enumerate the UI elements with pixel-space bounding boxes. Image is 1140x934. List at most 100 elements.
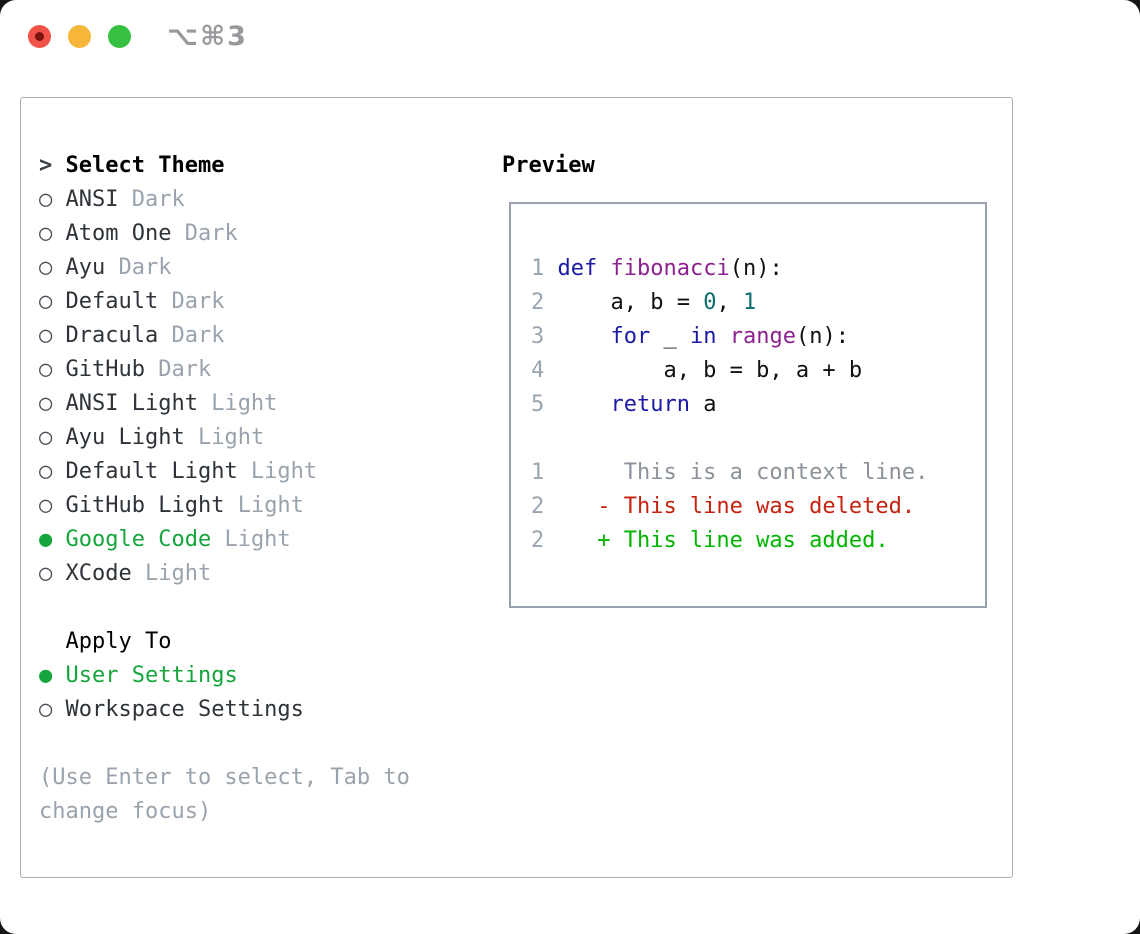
theme-option-default-light[interactable]: ○ Default Light Light [39, 455, 441, 489]
theme-name: ANSI [65, 187, 119, 212]
theme-option-ansi-light[interactable]: ○ ANSI Light Light [39, 387, 441, 421]
radio-unselected-icon: ○ [39, 289, 66, 314]
preview-line: 2 a, b = 0, 1 [531, 286, 985, 320]
code-token [597, 256, 610, 281]
theme-variant-tag: Light [184, 425, 265, 450]
apply-to-heading: Apply To [39, 629, 172, 654]
radio-unselected-icon: ○ [39, 187, 66, 212]
theme-option-ayu-light[interactable]: ○ Ayu Light Light [39, 421, 441, 455]
theme-option-github-light[interactable]: ○ GitHub Light Light [39, 489, 441, 523]
theme-variant-tag: Light [211, 527, 291, 552]
spacer [39, 727, 441, 761]
spacer [39, 591, 441, 625]
line-number: 5 [531, 392, 545, 417]
preview-line [531, 422, 985, 456]
apply-option-name: Workspace Settings [65, 697, 304, 722]
line-number: 2 [531, 528, 545, 553]
code-token: + This line was added. [557, 528, 889, 553]
code-token: for [610, 324, 651, 349]
theme-variant-tag: Dark [158, 289, 225, 314]
radio-unselected-icon: ○ [39, 561, 66, 586]
line-number: 2 [531, 290, 545, 315]
line-number: 1 [531, 256, 545, 281]
line-number: 1 [531, 460, 545, 485]
code-token: 1 [742, 290, 757, 315]
theme-name: Ayu [65, 255, 106, 280]
code-token: - This line was deleted. [557, 494, 916, 519]
theme-option-ayu[interactable]: ○ Ayu Dark [39, 251, 441, 285]
apply-option-user-settings[interactable]: ● User Settings [39, 659, 441, 693]
theme-option-google-code[interactable]: ● Google Code Light [39, 523, 441, 557]
theme-option-dracula[interactable]: ○ Dracula Dark [39, 319, 441, 353]
code-token: def [557, 256, 598, 281]
code-token: a, b = b, a + b [557, 358, 863, 383]
radio-selected-icon: ● [39, 527, 66, 552]
radio-selected-icon: ● [39, 663, 66, 688]
code-token: 0 [703, 290, 717, 315]
radio-unselected-icon: ○ [39, 391, 66, 416]
apply-option-workspace-settings[interactable]: ○ Workspace Settings [39, 693, 441, 727]
code-token: (n): [729, 256, 783, 281]
theme-option-github[interactable]: ○ GitHub Dark [39, 353, 441, 387]
radio-unselected-icon: ○ [39, 357, 66, 382]
code-token: fibonacci [610, 256, 730, 281]
theme-selector-panel: > Select Theme ○ ANSI Dark ○ Atom One Dark… [20, 97, 1013, 878]
theme-variant-tag: Dark [144, 357, 212, 382]
preview-line: 3 for _ in range(n): [531, 320, 985, 354]
radio-unselected-icon: ○ [39, 697, 66, 722]
theme-variant-tag: Dark [118, 187, 185, 212]
maximize-button[interactable] [108, 25, 131, 48]
radio-unselected-icon: ○ [39, 425, 66, 450]
code-token: , [716, 290, 743, 315]
close-dot-icon [35, 32, 44, 41]
theme-variant-tag: Dark [171, 221, 238, 246]
close-button[interactable] [28, 25, 51, 48]
minimize-button[interactable] [68, 25, 91, 48]
theme-name: Default Light [65, 459, 238, 484]
code-token: return [610, 392, 690, 417]
code-token [557, 392, 610, 417]
theme-option-ansi[interactable]: ○ ANSI Dark [39, 183, 441, 217]
theme-list: > Select Theme ○ ANSI Dark ○ Atom One Dark… [39, 149, 441, 829]
select-theme-title: Select Theme [65, 153, 225, 178]
theme-option-default[interactable]: ○ Default Dark [39, 285, 441, 319]
code-token: in [689, 324, 717, 349]
preview-line: 1 This is a context line. [531, 456, 985, 490]
radio-unselected-icon: ○ [39, 323, 66, 348]
preview-heading: Preview [502, 153, 595, 178]
preview-line: 5 return a [531, 388, 985, 422]
radio-unselected-icon: ○ [39, 493, 66, 518]
preview-line: 2 - This line was deleted. [531, 490, 985, 524]
code-token: _ [650, 324, 690, 349]
preview-line: 4 a, b = b, a + b [531, 354, 985, 388]
theme-name: XCode [65, 561, 132, 586]
theme-name: Google Code [65, 527, 212, 552]
cursor-indicator: > [39, 153, 66, 178]
theme-option-xcode[interactable]: ○ XCode Light [39, 557, 441, 591]
radio-unselected-icon: ○ [39, 459, 66, 484]
code-token: This is a context line. [557, 460, 929, 485]
line-number: 3 [531, 324, 545, 349]
theme-name: Atom One [65, 221, 172, 246]
code-token [557, 324, 610, 349]
radio-unselected-icon: ○ [39, 221, 66, 246]
preview-line: 2 + This line was added. [531, 524, 985, 558]
select-theme-header: > Select Theme [39, 149, 441, 183]
line-number: 2 [531, 494, 545, 519]
apply-option-name: User Settings [65, 663, 238, 688]
theme-variant-tag: Light [131, 561, 212, 586]
theme-name: GitHub [65, 357, 145, 382]
theme-variant-tag: Light [224, 493, 304, 518]
theme-variant-tag: Light [237, 459, 318, 484]
theme-option-atom-one[interactable]: ○ Atom One Dark [39, 217, 441, 251]
help-text: (Use Enter to select, Tab to change focu… [39, 765, 410, 824]
theme-name: Ayu Light [65, 425, 185, 450]
code-token: (n): [795, 324, 849, 349]
window-title: ⌥⌘3 [167, 21, 248, 52]
theme-variant-tag: Light [197, 391, 278, 416]
code-token [716, 324, 729, 349]
theme-name: ANSI Light [65, 391, 198, 416]
line-number: 4 [531, 358, 545, 383]
